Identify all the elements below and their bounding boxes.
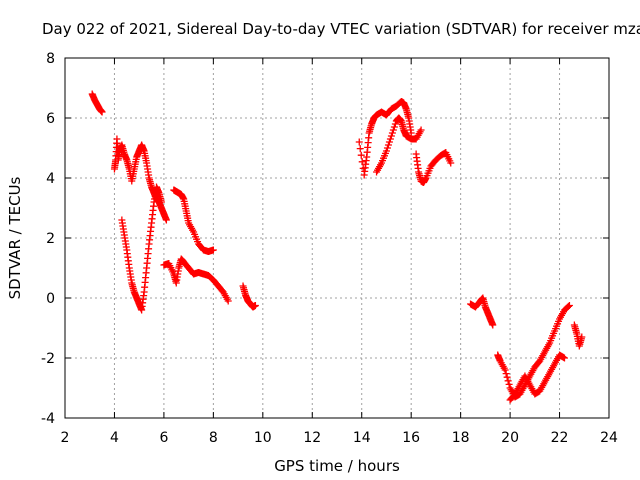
data-point: [564, 302, 572, 310]
y-axis-label: SDTVAR / TECUs: [6, 176, 24, 299]
data-point: [387, 132, 395, 140]
data-point: [391, 120, 399, 128]
data-point: [503, 373, 511, 381]
y-tick-label: 4: [46, 171, 55, 187]
data-point: [388, 129, 396, 137]
y-tick-label: 2: [46, 231, 55, 247]
data-point: [417, 126, 425, 134]
data-point: [502, 370, 510, 378]
data-point: [382, 147, 390, 155]
x-tick-label: 10: [254, 430, 272, 446]
y-tick-label: -4: [41, 411, 55, 427]
x-tick-label: 14: [353, 430, 371, 446]
data-point: [384, 141, 392, 149]
y-tick-label: 6: [46, 111, 55, 127]
data-point: [390, 123, 398, 131]
x-tick-label: 20: [501, 430, 519, 446]
x-tick-label: 24: [600, 430, 618, 446]
x-tick-label: 6: [159, 430, 168, 446]
data-point: [356, 145, 364, 153]
data-point: [224, 297, 232, 305]
x-axis-ticks: 2 4 6 8 10 12 14 16 18 20 22 24: [61, 58, 618, 446]
data-point: [162, 216, 170, 224]
data-points: [88, 90, 586, 404]
data-point: [447, 159, 455, 167]
data-point: [504, 377, 512, 385]
data-point: [489, 321, 497, 329]
data-point: [251, 302, 259, 309]
data-point: [505, 380, 513, 388]
x-tick-label: 18: [452, 430, 470, 446]
x-tick-label: 12: [303, 430, 321, 446]
y-tick-label: -2: [41, 351, 55, 367]
y-axis-ticks: -4 -2 0 2 4 6 8: [41, 51, 609, 427]
x-tick-label: 4: [110, 430, 119, 446]
data-point: [98, 108, 106, 116]
data-point: [389, 126, 397, 134]
data-point: [560, 354, 568, 362]
x-tick-label: 22: [551, 430, 569, 446]
data-point: [501, 366, 509, 374]
grid: [65, 58, 609, 418]
x-axis-label: GPS time / hours: [274, 457, 400, 475]
y-tick-label: 0: [46, 291, 55, 307]
data-point: [565, 302, 573, 309]
data-point: [383, 144, 391, 152]
y-tick-label: 8: [46, 51, 55, 67]
data-point: [157, 198, 165, 206]
data-point: [578, 333, 586, 341]
x-tick-label: 2: [61, 430, 70, 446]
chart-title: Day 022 of 2021, Sidereal Day-to-day VTE…: [42, 20, 640, 38]
x-tick-label: 16: [402, 430, 420, 446]
data-point: [355, 138, 363, 146]
data-point: [209, 246, 217, 254]
data-point: [407, 129, 415, 137]
data-point: [386, 135, 394, 143]
data-point: [357, 151, 365, 159]
x-tick-label: 8: [209, 430, 218, 446]
data-point: [385, 138, 393, 146]
